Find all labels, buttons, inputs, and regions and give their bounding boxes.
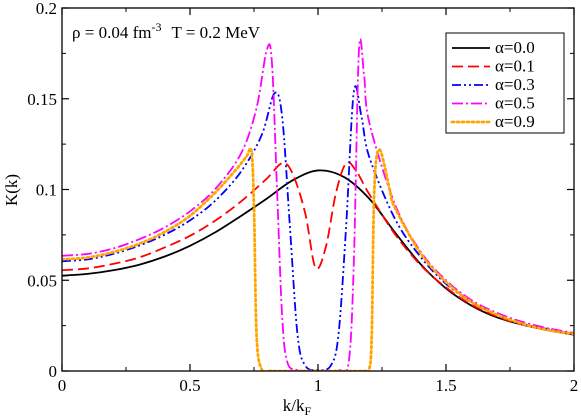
legend-label-3: α=0.5 [495, 94, 535, 113]
y-tick-label: 0.2 [36, 0, 57, 18]
x-tick-label: 1 [314, 376, 323, 395]
annotation-temperature: T = 0.2 MeV [171, 23, 260, 42]
series-line-0 [62, 169, 574, 336]
x-axis-label-subscript: F [305, 404, 312, 418]
y-tick-label: 0 [49, 362, 58, 381]
x-tick-label: 0 [58, 376, 67, 395]
annotation-rho-exponent: -3 [151, 20, 161, 34]
x-axis-label-main: k/k [283, 396, 305, 415]
annotation-rho: ρ = 0.04 fm [72, 23, 151, 42]
legend-box [445, 32, 565, 134]
legend-label-4: α=0.9 [495, 112, 535, 131]
x-tick-label: 1.5 [435, 376, 456, 395]
y-tick-label: 0.15 [27, 90, 57, 109]
x-tick-label: 2 [570, 376, 579, 395]
y-axis-label: K(k) [2, 174, 21, 206]
legend: α=0.0α=0.1α=0.3α=0.5α=0.9 [445, 32, 565, 134]
series-line-1 [62, 161, 574, 335]
x-axis-label: k/kF [283, 396, 312, 418]
ticks-layer: 0 0.5 1 1.5 2 0 0.05 0.1 0.15 0.2 [27, 0, 578, 395]
legend-label-0: α=0.0 [495, 38, 535, 57]
legend-label-1: α=0.1 [495, 57, 535, 76]
x-tick-label: 0.5 [179, 376, 200, 395]
y-tick-label: 0.05 [27, 271, 57, 290]
legend-label-2: α=0.3 [495, 75, 535, 94]
y-tick-label: 0.1 [36, 181, 57, 200]
annotation-text: ρ = 0.04 fm-3 T = 0.2 MeV [72, 20, 261, 42]
series-line-4 [62, 146, 574, 371]
